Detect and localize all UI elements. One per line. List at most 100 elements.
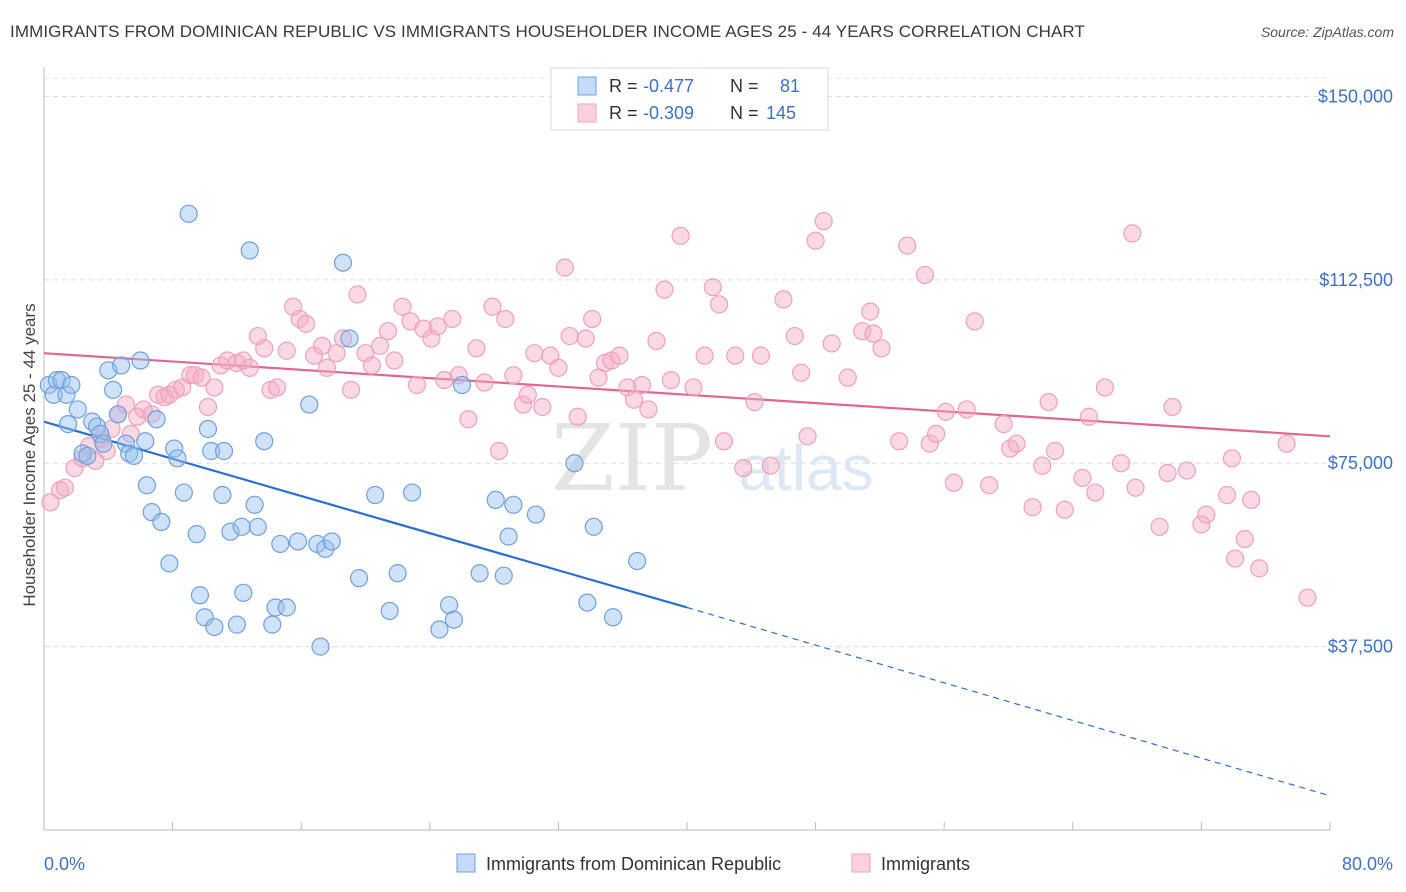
dominican-point <box>59 415 78 434</box>
immigrants-point <box>483 297 502 316</box>
immigrants-point <box>296 314 316 333</box>
immigrants-point <box>348 285 367 304</box>
dominican-point <box>388 564 407 583</box>
immigrants-point <box>121 424 140 443</box>
immigrants-point <box>936 402 955 421</box>
immigrants-points <box>41 212 1317 607</box>
immigrants-point <box>661 370 681 390</box>
immigrants-point <box>632 375 652 395</box>
legend-top: R = -0.477 N = 81 R = -0.309 N = 145 <box>550 67 829 131</box>
dominican-point <box>227 615 246 634</box>
x-tick-label: 80.0% <box>1342 854 1393 874</box>
dominican-point <box>277 598 296 617</box>
immigrants-point <box>639 400 658 419</box>
immigrants-point <box>341 380 361 399</box>
immigrants-point <box>393 297 412 316</box>
immigrants-point <box>55 478 74 497</box>
immigrants-point <box>898 236 917 255</box>
legend-n-value-2: 145 <box>766 103 796 123</box>
immigrants-point <box>1150 517 1169 536</box>
dominican-point <box>108 405 128 424</box>
immigrants-point <box>234 351 253 370</box>
immigrants-point <box>312 336 332 355</box>
immigrants-point <box>449 366 468 385</box>
legend-r-value-1: -0.477 <box>643 76 694 96</box>
immigrants-point <box>475 373 494 392</box>
immigrants-point <box>428 317 447 336</box>
immigrants-point <box>1163 397 1182 417</box>
legend-bottom-label-pink: Immigrants <box>881 854 970 874</box>
immigrants-point <box>671 226 690 245</box>
dominican-point <box>444 610 464 629</box>
immigrants-point <box>576 329 595 348</box>
dominican-point <box>62 375 81 395</box>
immigrants-point <box>1095 378 1115 397</box>
immigrants-point <box>695 346 714 365</box>
dominican-point <box>494 566 513 585</box>
dominican-point <box>240 241 259 260</box>
dominican-point <box>245 495 264 514</box>
axes <box>43 67 1331 831</box>
immigrants-point <box>525 344 544 363</box>
immigrants-point <box>761 456 780 475</box>
immigrants-point <box>710 295 729 314</box>
immigrants-point <box>583 309 602 329</box>
legend-bottom-swatch-blue <box>456 853 476 873</box>
dominican-point <box>131 351 150 370</box>
dominican-point <box>311 637 330 656</box>
dominican-trend-extension <box>686 606 1331 797</box>
source-label: Source: ZipAtlas.com <box>1260 24 1394 40</box>
immigrants-point <box>443 309 462 329</box>
dominican-point <box>142 503 161 522</box>
dominican-point <box>136 432 155 451</box>
immigrants-point <box>504 366 523 385</box>
immigrants-point <box>385 351 404 370</box>
dominican-point <box>349 569 369 588</box>
immigrants-point <box>155 388 174 407</box>
dominican-point <box>565 454 584 473</box>
immigrants-point <box>610 346 629 365</box>
dominican-point <box>470 564 489 583</box>
immigrants-point <box>1123 224 1142 243</box>
immigrants-point <box>624 390 644 409</box>
dominican-point <box>248 517 267 536</box>
legend-bottom: Immigrants from Dominican Republic Immig… <box>456 853 970 874</box>
immigrants-point <box>362 356 382 375</box>
dominican-point <box>263 615 282 634</box>
dominican-point <box>584 517 603 536</box>
immigrants-point <box>994 415 1013 434</box>
dominican-point <box>152 512 171 532</box>
immigrants-point <box>853 322 872 341</box>
immigrants-point <box>872 339 891 358</box>
immigrants-point <box>1177 461 1197 480</box>
immigrants-point <box>734 459 753 478</box>
y-tick-label: $37,500 <box>1328 637 1393 657</box>
dominican-point <box>68 400 87 419</box>
dominican-point <box>526 505 545 524</box>
watermark-zip: ZIP <box>551 405 713 512</box>
legend-bottom-label-blue: Immigrants from Dominican Republic <box>486 854 781 874</box>
dominican-point <box>104 380 123 399</box>
immigrants-point <box>1235 529 1254 549</box>
dominican-point <box>603 608 623 627</box>
immigrants-point <box>1073 468 1092 487</box>
dominican-point <box>47 370 66 390</box>
dominican-point <box>190 586 210 605</box>
immigrants-point <box>568 407 587 426</box>
immigrants-point <box>774 290 793 309</box>
immigrants-point <box>1126 478 1145 497</box>
immigrants-point <box>980 476 999 495</box>
immigrants-point <box>317 358 337 377</box>
tick-labels: $37,500 $75,000 $112,500 $150,000 0.0% 80.0% <box>44 86 1393 874</box>
immigrants-point <box>798 427 817 446</box>
immigrants-point <box>745 392 764 412</box>
dominican-point <box>214 441 234 461</box>
dominican-point <box>322 532 341 551</box>
immigrants-point <box>647 331 666 351</box>
y-tick-label: $75,000 <box>1328 453 1393 473</box>
immigrants-point <box>1007 434 1026 453</box>
legend-box <box>550 67 829 131</box>
y-tick-label: $150,000 <box>1318 86 1393 106</box>
dominican-point <box>78 446 97 465</box>
